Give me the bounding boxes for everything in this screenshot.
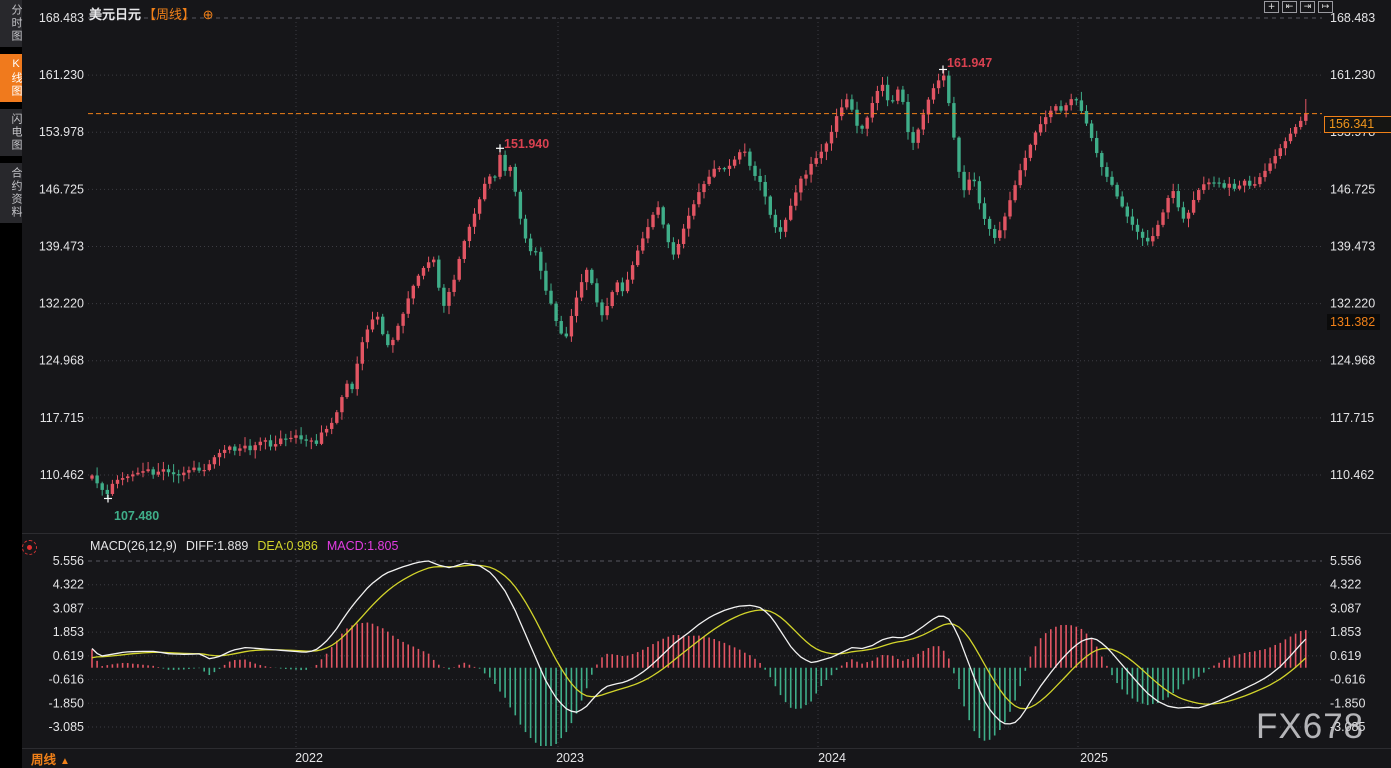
svg-text:5.556: 5.556	[53, 554, 84, 568]
symbol-name: 美元日元	[89, 7, 142, 22]
shift-right-icon[interactable]: ↦	[1318, 1, 1333, 13]
svg-text:110.462: 110.462	[1330, 468, 1374, 482]
svg-text:4.322: 4.322	[53, 578, 84, 592]
svg-text:161.230: 161.230	[39, 68, 84, 82]
svg-text:146.725: 146.725	[39, 182, 84, 196]
x-axis-year-2023: 2023	[556, 751, 584, 765]
svg-text:3.087: 3.087	[1330, 601, 1361, 615]
svg-text:5.556: 5.556	[1330, 554, 1361, 568]
svg-text:-1.850: -1.850	[1330, 696, 1365, 710]
svg-text:132.220: 132.220	[39, 297, 84, 311]
secondary-price-tag: 131.382	[1327, 314, 1381, 330]
svg-text:-0.616: -0.616	[49, 673, 84, 687]
svg-text:139.473: 139.473	[1330, 239, 1375, 253]
svg-text:146.725: 146.725	[1330, 182, 1375, 196]
x-axis-year-2022: 2022	[295, 751, 323, 765]
svg-text:-1.850: -1.850	[49, 696, 84, 710]
watermark: FX678	[1256, 707, 1365, 746]
chart-toolbar: + ⇤ ⇥ ↦	[1264, 1, 1333, 13]
annotation-peak-price: 161.947	[947, 56, 993, 70]
svg-text:0.619: 0.619	[1330, 649, 1361, 663]
scale-axis-left-icon[interactable]: ⇤	[1282, 1, 1297, 13]
period-badge: 【周线】	[143, 7, 196, 22]
svg-text:110.462: 110.462	[40, 468, 84, 482]
sidebar: 分时图 K线图 闪电图 合约资料	[0, 0, 22, 768]
x-axis-year-2024: 2024	[818, 751, 846, 765]
indicator-marker-icon[interactable]	[22, 540, 37, 555]
current-price-tag: 156.341	[1324, 116, 1391, 133]
svg-text:1.853: 1.853	[53, 625, 84, 639]
crosshair-pan-icon[interactable]: +	[1264, 1, 1279, 13]
svg-text:139.473: 139.473	[39, 239, 84, 253]
macd-dea-value: DEA:0.986	[257, 539, 318, 553]
candlestick-layer	[90, 69, 1308, 499]
svg-text:124.968: 124.968	[1330, 354, 1375, 368]
period-label: 周线	[31, 753, 57, 767]
annotation-prior-peak-price: 151.940	[504, 137, 550, 151]
macd-diff-value: DIFF:1.889	[185, 539, 249, 553]
annotation-trough-price: 107.480	[114, 509, 160, 523]
svg-text:117.715: 117.715	[40, 411, 84, 425]
svg-text:3.087: 3.087	[53, 601, 84, 615]
svg-text:1.853: 1.853	[1330, 625, 1361, 639]
svg-text:132.220: 132.220	[1330, 297, 1375, 311]
svg-text:161.230: 161.230	[1330, 68, 1375, 82]
chart-title: 美元日元 【周线】 ⊕	[89, 4, 214, 23]
svg-text:-0.616: -0.616	[1330, 673, 1365, 687]
sidebar-tab-kline-chart[interactable]: K线图	[0, 54, 22, 102]
svg-text:0.619: 0.619	[53, 649, 84, 663]
macd-layer	[91, 560, 1307, 746]
svg-text:4.322: 4.322	[1330, 578, 1361, 592]
svg-text:168.483: 168.483	[1330, 11, 1375, 25]
svg-text:168.483: 168.483	[39, 11, 84, 25]
x-axis-year-2025: 2025	[1080, 751, 1108, 765]
sidebar-tab-contract-info[interactable]: 合约资料	[0, 163, 22, 223]
period-selector[interactable]: 周线 ▲	[31, 749, 70, 768]
add-indicator-icon[interactable]: ⊕	[202, 7, 214, 22]
axis-label-layer: 168.483168.483161.230161.230153.978153.9…	[39, 11, 1375, 734]
svg-text:-3.085: -3.085	[49, 720, 84, 734]
svg-text:-3.085: -3.085	[1330, 720, 1365, 734]
macd-params-label: MACD(26,12,9)	[90, 539, 177, 553]
svg-text:117.715: 117.715	[1330, 411, 1374, 425]
macd-header: MACD(26,12,9) DIFF:1.889 DEA:0.986 MACD:1.8…	[90, 539, 407, 553]
svg-text:124.968: 124.968	[39, 354, 84, 368]
scale-axis-right-icon[interactable]: ⇥	[1300, 1, 1315, 13]
overlay-layer	[88, 65, 1322, 503]
macd-bar-value: MACD:1.805	[326, 539, 399, 553]
triangle-up-icon: ▲	[60, 756, 70, 767]
sidebar-tab-lightning-chart[interactable]: 闪电图	[0, 109, 22, 156]
svg-text:153.978: 153.978	[39, 125, 84, 139]
sidebar-tab-time-chart[interactable]: 分时图	[0, 0, 22, 47]
gridline-layer	[22, 17, 1391, 749]
